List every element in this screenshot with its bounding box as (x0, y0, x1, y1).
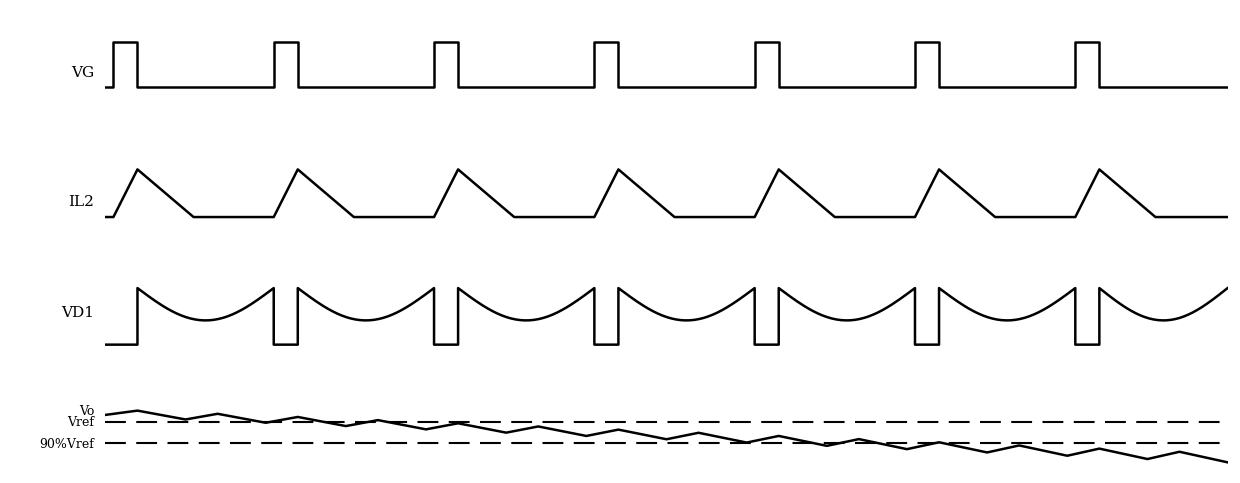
Text: VD1: VD1 (61, 306, 94, 320)
Text: Vo: Vo (79, 405, 94, 418)
Text: Vref: Vref (67, 416, 94, 429)
Text: IL2: IL2 (68, 195, 94, 209)
Text: 90%Vref: 90%Vref (40, 438, 94, 451)
Text: VG: VG (71, 66, 94, 80)
